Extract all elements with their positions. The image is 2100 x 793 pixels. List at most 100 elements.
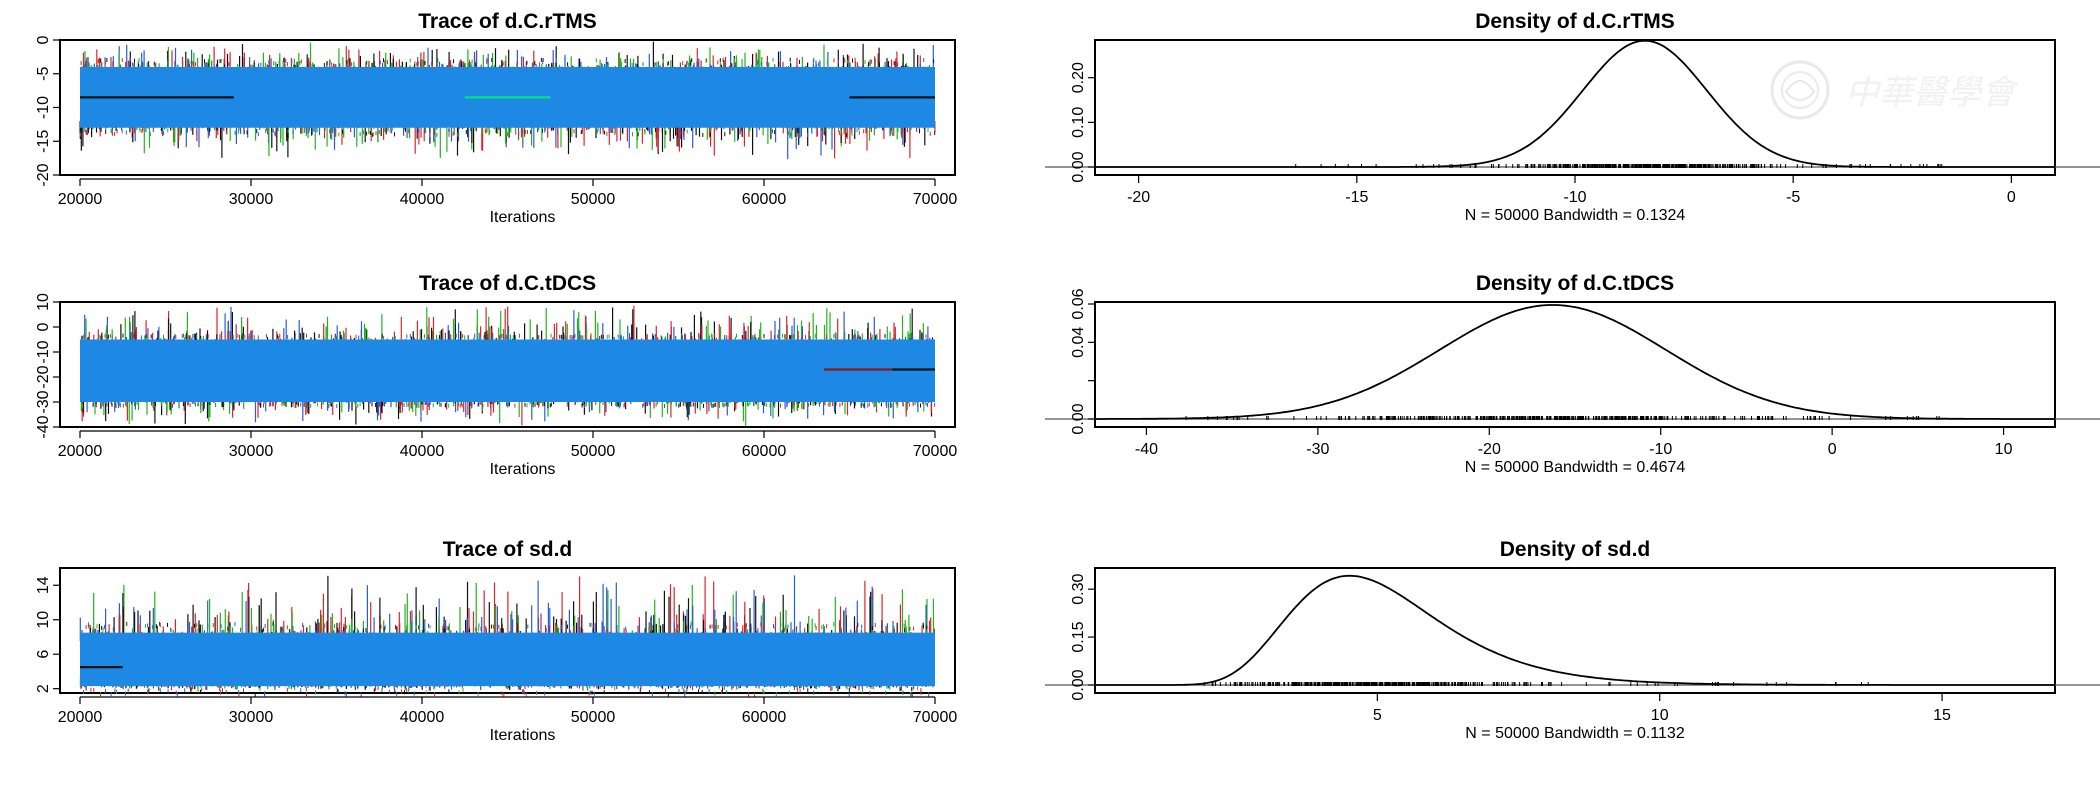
x-tick-label: 20000 bbox=[58, 709, 103, 726]
x-tick-label: 60000 bbox=[742, 709, 787, 726]
x-tick-label: -10 bbox=[1649, 441, 1672, 458]
x-tick-label: -20 bbox=[1478, 441, 1501, 458]
density-curve bbox=[1095, 39, 2055, 168]
x-axis: 20000 30000 40000 50000 60000 70000 bbox=[58, 430, 958, 460]
y-tick-label: 14 bbox=[35, 576, 52, 594]
trace-title: Trace of d.C.rTMS bbox=[418, 10, 597, 33]
y-tick-label: -10 bbox=[35, 96, 52, 119]
x-tick-label: 40000 bbox=[400, 709, 445, 726]
y-tick-label: 6 bbox=[35, 650, 52, 659]
x-tick-label: -20 bbox=[1127, 189, 1150, 206]
x-tick-label: 5 bbox=[1373, 707, 1382, 724]
density-curve bbox=[1095, 304, 2055, 420]
rug-marks bbox=[1185, 416, 1940, 420]
density-curve bbox=[1095, 574, 2055, 686]
x-tick-label: 50000 bbox=[571, 709, 616, 726]
y-axis: 0 -5 -10 -15 -20 bbox=[35, 35, 60, 187]
y-axis: 0.00 0.04 0.06 bbox=[1070, 288, 1095, 435]
x-tick-label: 15 bbox=[1933, 707, 1951, 724]
x-tick-label: 50000 bbox=[571, 191, 616, 208]
x-tick-label: 30000 bbox=[229, 709, 274, 726]
x-axis: 5 10 15 bbox=[1373, 693, 1951, 724]
x-tick-label: 20000 bbox=[58, 191, 103, 208]
x-tick-label: 10 bbox=[1995, 441, 2013, 458]
y-tick-label: -20 bbox=[35, 163, 52, 186]
y-tick-label: 0.06 bbox=[1070, 288, 1087, 319]
density-plot-1: Density of d.C.rTMS -20 -15 -10 -5 0 N = 50000… bbox=[1045, 10, 2100, 224]
trace-band bbox=[80, 339, 935, 402]
y-axis: 0.00 0.10 0.20 bbox=[1070, 62, 1095, 183]
x-tick-label: -15 bbox=[1345, 189, 1368, 206]
y-tick-label: 10 bbox=[35, 611, 52, 629]
x-tick-label: 30000 bbox=[229, 191, 274, 208]
y-axis: 10 0 -10 -20 -30 -40 bbox=[35, 293, 60, 439]
y-tick-label: -5 bbox=[35, 67, 52, 81]
y-tick-label: 0 bbox=[35, 35, 52, 44]
y-tick-label: 0.04 bbox=[1070, 327, 1087, 358]
x-tick-label: 60000 bbox=[742, 443, 787, 460]
y-tick-label: -20 bbox=[35, 365, 52, 388]
x-tick-label: 0 bbox=[2007, 189, 2016, 206]
x-tick-label: 60000 bbox=[742, 191, 787, 208]
watermark-logo: 中華醫學會 bbox=[1770, 60, 2020, 120]
x-tick-label: 50000 bbox=[571, 443, 616, 460]
y-tick-label: 0.20 bbox=[1070, 62, 1087, 93]
density-plot-3: Density of sd.d 5 10 15 N = 50000 Bandwidth … bbox=[1045, 538, 2100, 742]
x-tick-label: -5 bbox=[1786, 189, 1800, 206]
y-tick-label: 10 bbox=[35, 293, 52, 311]
trace-plot-2: Trace of d.C.tDCS 20000 30000 40000 50000 600… bbox=[35, 272, 957, 478]
x-tick-label: 40000 bbox=[400, 191, 445, 208]
y-axis: 0.00 0.15 0.30 bbox=[1070, 573, 1095, 701]
x-axis-label: N = 50000 Bandwidth = 0.1132 bbox=[1465, 725, 1685, 742]
y-tick-label: -10 bbox=[35, 340, 52, 363]
x-axis: -20 -15 -10 -5 0 bbox=[1127, 175, 2016, 206]
x-axis-label: N = 50000 Bandwidth = 0.1324 bbox=[1465, 207, 1686, 224]
y-tick-label: -30 bbox=[35, 390, 52, 413]
x-axis-label: Iterations bbox=[490, 727, 556, 744]
y-tick-label: -15 bbox=[35, 130, 52, 153]
y-tick-label: 0.15 bbox=[1070, 621, 1087, 652]
plot-frame bbox=[59, 567, 956, 694]
x-axis: 20000 30000 40000 50000 60000 70000 bbox=[58, 178, 958, 208]
density-title: Density of d.C.tDCS bbox=[1476, 272, 1674, 295]
plot-frame bbox=[59, 301, 956, 428]
y-tick-label: 0.10 bbox=[1070, 107, 1087, 138]
x-tick-label: -30 bbox=[1306, 441, 1329, 458]
y-axis: 2 6 10 14 bbox=[35, 576, 60, 693]
density-title: Density of d.C.rTMS bbox=[1475, 10, 1675, 33]
y-tick-label: -40 bbox=[35, 415, 52, 438]
trace-plot-3: Trace of sd.d 20000 30000 40000 50000 60000 70… bbox=[35, 538, 957, 744]
y-tick-label: 0.00 bbox=[1070, 403, 1087, 434]
trace-plot-1: Trace of d.C.rTMS 20000 30000 40000 50000 600… bbox=[35, 10, 957, 226]
x-axis-label: Iterations bbox=[490, 461, 556, 478]
x-tick-label: 70000 bbox=[913, 709, 958, 726]
y-tick-label: 0.00 bbox=[1070, 669, 1087, 700]
x-axis-label: Iterations bbox=[490, 209, 556, 226]
watermark-text: 中華醫學會 bbox=[1845, 73, 2020, 113]
x-tick-label: 0 bbox=[1828, 441, 1837, 458]
trace-title: Trace of sd.d bbox=[443, 538, 573, 561]
plot-frame bbox=[1094, 567, 2056, 694]
x-tick-label: -10 bbox=[1563, 189, 1586, 206]
y-tick-label: 2 bbox=[35, 684, 52, 693]
rug-marks bbox=[1295, 164, 1943, 168]
trace-band bbox=[80, 632, 935, 687]
x-tick-label: 10 bbox=[1651, 707, 1669, 724]
x-tick-label: 70000 bbox=[913, 191, 958, 208]
plot-frame bbox=[1094, 301, 2056, 428]
x-axis: 20000 30000 40000 50000 60000 70000 bbox=[58, 696, 958, 726]
x-tick-label: 20000 bbox=[58, 443, 103, 460]
x-tick-label: -40 bbox=[1135, 441, 1158, 458]
x-tick-label: 30000 bbox=[229, 443, 274, 460]
x-tick-label: 70000 bbox=[913, 443, 958, 460]
trace-title: Trace of d.C.tDCS bbox=[419, 272, 596, 295]
y-tick-label: 0 bbox=[35, 322, 52, 331]
x-tick-label: 40000 bbox=[400, 443, 445, 460]
y-tick-label: 0.00 bbox=[1070, 151, 1087, 182]
density-title: Density of sd.d bbox=[1500, 538, 1651, 561]
y-tick-label: 0.30 bbox=[1070, 573, 1087, 604]
x-axis-label: N = 50000 Bandwidth = 0.4674 bbox=[1465, 459, 1686, 476]
x-axis: -40 -30 -20 -10 0 10 bbox=[1135, 427, 2013, 458]
density-plot-2: Density of d.C.tDCS -40 -30 -20 -10 0 10 N = 50… bbox=[1045, 272, 2100, 476]
